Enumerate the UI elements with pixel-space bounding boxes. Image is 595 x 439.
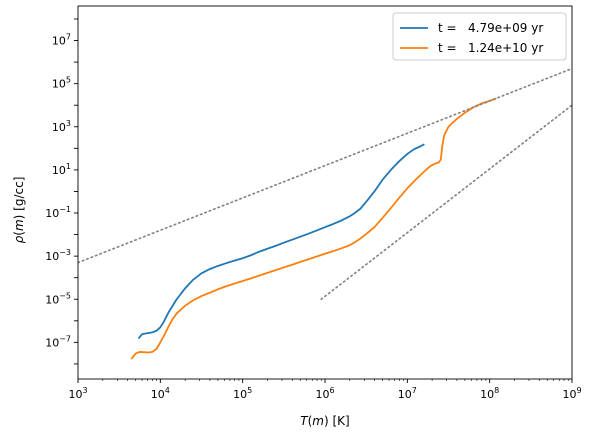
legend-label-series-2: t = 1.24e+10 yr	[438, 41, 543, 55]
x-tick-label: 106	[315, 386, 334, 401]
x-tick-label: 108	[480, 386, 499, 401]
x-tick-label: 104	[151, 386, 170, 401]
x-tick-label: 103	[68, 386, 87, 401]
x-axis-label: T(m) [K]	[300, 414, 349, 428]
axes-frame	[77, 5, 573, 380]
y-tick-label: 10−5	[45, 291, 71, 306]
axis-ticks: 103 104 105 106 107 108 109 10−7 10−5 10−3 10−1 101…	[45, 18, 582, 401]
y-axis-label: ρ(m) [g/cc]	[12, 177, 26, 244]
series-line-2	[130, 97, 497, 360]
legend-box	[392, 12, 567, 61]
y-tick-label: 101	[52, 162, 71, 177]
x-tick-label: 109	[562, 386, 581, 401]
y-tick-label: 103	[52, 119, 71, 134]
series-line-1	[138, 143, 425, 339]
y-tick-label: 105	[52, 76, 71, 91]
reference-line-2	[320, 104, 572, 301]
x-tick-label: 107	[398, 386, 417, 401]
y-tick-label: 107	[52, 33, 71, 48]
reference-line-1	[78, 67, 572, 264]
y-tick-label: 10−1	[45, 205, 71, 220]
y-tick-label: 10−7	[45, 334, 71, 349]
plot-area	[78, 67, 572, 360]
y-tick-label: 10−3	[45, 248, 71, 263]
legend: t = 4.79e+09 yr t = 1.24e+10 yr	[392, 12, 567, 61]
x-tick-label: 105	[233, 386, 252, 401]
legend-label-series-1: t = 4.79e+09 yr	[438, 21, 543, 35]
